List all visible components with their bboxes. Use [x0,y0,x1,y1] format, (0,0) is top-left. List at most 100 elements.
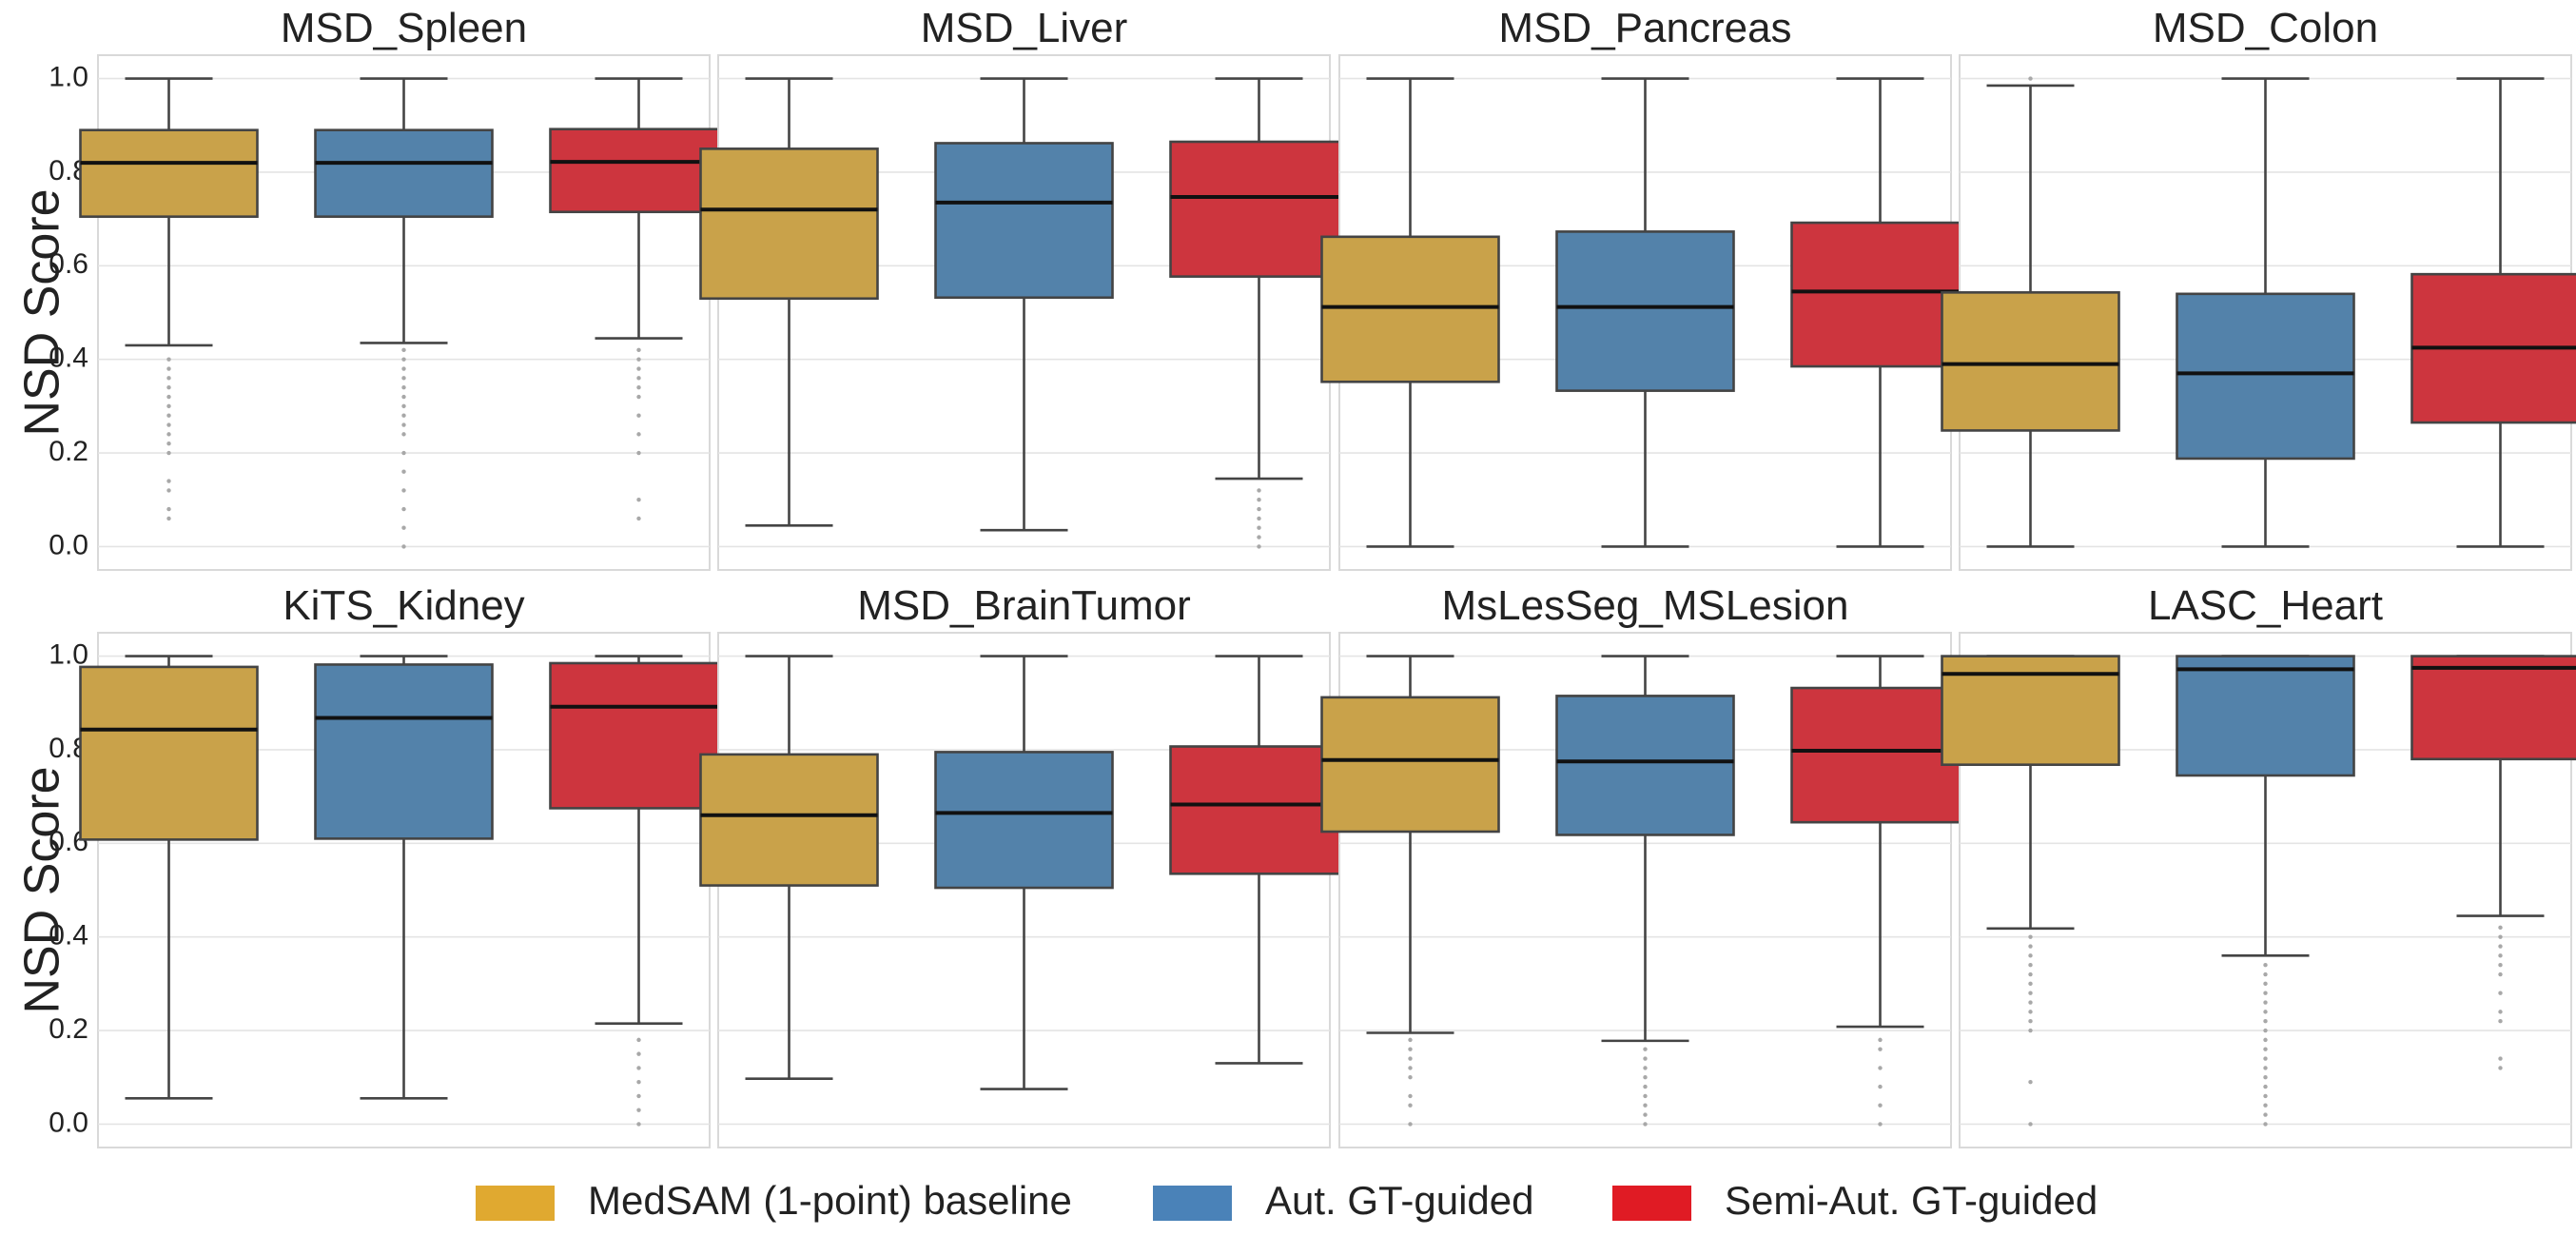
y-axis-label-row-2: NSD Score [15,766,70,1013]
panel-8-box-2-outlier [2263,1075,2267,1079]
legend-label-1: MedSAM (1-point) baseline [588,1178,1072,1223]
panel-8-box-1-outlier [2028,1019,2032,1023]
panel-7-box-1-outlier [1408,1122,1412,1126]
panel-1-box-3-outlier [636,451,640,455]
panel-1-box-1-outlier [166,376,170,380]
panel-3-box-2-iqr [1557,231,1734,390]
panel-7-box-2-outlier [1643,1066,1647,1069]
legend-swatch-2 [1153,1186,1232,1221]
panel-8-box-3-outlier [2498,1019,2502,1023]
panel-1-box-2-outlier [401,470,405,474]
panel-8-box-2-outlier [2263,1019,2267,1023]
panel-1-box-1-iqr [81,130,258,217]
panel-5-box-1-iqr [81,667,258,839]
panel-8-title: LASC_Heart [2148,582,2383,629]
panel-8-box-1-outlier [2028,1000,2032,1004]
panel-7-box-3-outlier [1878,1085,1882,1089]
panel-4-box-1-outlier [2028,76,2032,80]
panel-1-box-3-outlier [636,432,640,436]
panel-8-box-1-outlier [2028,1029,2032,1032]
panel-8-box-2-outlier [2263,972,2267,976]
panel-8-box-1-outlier [2028,963,2032,967]
panel-1-box-1-outlier [166,357,170,361]
y-tick-label: 0.0 [49,1107,88,1138]
panel-8-box-1-outlier [2028,1122,2032,1126]
panel-1-box-1-outlier [166,441,170,445]
panel-5-box-3-outlier [636,1080,640,1084]
panel-2-title: MSD_Liver [921,5,1128,51]
panel-7-box-2-outlier [1643,1104,1647,1108]
panel-8-box-2-outlier [2263,1104,2267,1108]
panel-1-box-2-outlier [401,432,405,436]
panel-7-box-3-outlier [1878,1066,1882,1069]
panel-8-box-2-outlier [2263,1112,2267,1116]
panel-8-box-1-outlier [2028,991,2032,995]
panel-8-box-2-outlier [2263,1085,2267,1089]
panel-2-box-1-iqr [701,148,878,298]
y-tick-label: 1.0 [49,639,88,671]
panel-8-box-2-outlier [2263,963,2267,967]
panel-1-box-1-outlier [166,479,170,482]
panel-1-box-1-outlier [166,395,170,399]
panel-7-box-3-outlier [1878,1048,1882,1051]
panel-8-box-2-outlier [2263,1094,2267,1098]
panel-7-box-3-outlier [1878,1122,1882,1126]
panel-8-box-1-outlier [2028,1010,2032,1013]
panel-1-box-3-outlier [636,366,640,370]
panel-7-box-2-outlier [1643,1056,1647,1060]
panel-8-box-3-outlier [2498,1066,2502,1069]
panel-8-box-3-outlier [2498,934,2502,938]
y-tick-label: 0.0 [49,529,88,560]
panel-7-box-2-outlier [1643,1085,1647,1089]
panel-7-box-1-outlier [1408,1075,1412,1079]
panel-7-box-2-outlier [1643,1075,1647,1079]
panel-8-box-2-iqr [2177,657,2354,775]
panel-6-box-1-iqr [701,755,878,886]
panel-8-box-3-outlier [2498,1056,2502,1060]
panel-7-box-2-outlier [1643,1122,1647,1126]
panel-1-box-3-outlier [636,385,640,389]
panel-1-box-3-outlier [636,395,640,399]
panel-8-box-1-outlier [2028,982,2032,986]
panel-8-box-2-outlier [2263,1000,2267,1004]
y-tick-label: 0.2 [49,436,88,467]
panel-7-box-2-outlier [1643,1048,1647,1051]
panel-8-box-2-outlier [2263,1010,2267,1013]
panel-7-box-2-outlier [1643,1094,1647,1098]
panel-2-box-3-outlier [1257,507,1260,511]
panel-2-box-2-iqr [936,143,1113,297]
panel-8-box-1-outlier [2028,944,2032,948]
panel-6-box-2-iqr [936,752,1113,888]
panel-5-box-3-outlier [636,1051,640,1055]
panel-7-box-1-outlier [1408,1038,1412,1042]
panel-8-box-2-outlier [2263,1066,2267,1069]
panel-6-title: MSD_BrainTumor [857,582,1190,629]
panel-1-box-1-outlier [166,488,170,492]
panel-8-box-2-outlier [2263,1038,2267,1042]
panel-1-box-2-outlier [401,414,405,418]
panel-1-box-1-outlier [166,451,170,455]
panel-1-box-1-outlier [166,432,170,436]
panel-8-box-1-outlier [2028,972,2032,976]
panel-5-box-3-outlier [636,1038,640,1042]
y-tick-label: 0.2 [49,1013,88,1045]
panel-8-box-2-outlier [2263,1029,2267,1032]
panel-7-box-1-outlier [1408,1048,1412,1051]
panel-7-box-1-iqr [1322,697,1499,832]
panel-8-box-2-outlier [2263,1048,2267,1051]
panel-1-box-2-outlier [401,376,405,380]
panel-1-box-1-outlier [166,507,170,511]
panel-8-box-3-outlier [2498,991,2502,995]
panel-8-box-3-outlier [2498,1010,2502,1013]
panel-8-box-3-outlier [2498,972,2502,976]
panel-1-box-1-outlier [166,385,170,389]
panel-1-box-2-outlier [401,348,405,352]
panel-1-box-2-outlier [401,451,405,455]
panel-7-title: MsLesSeg_MSLesion [1441,582,1848,629]
panel-7-box-2-iqr [1557,696,1734,834]
panel-3-box-1-iqr [1322,237,1499,382]
panel-1-box-1-outlier [166,517,170,520]
panel-1-box-2-outlier [401,385,405,389]
